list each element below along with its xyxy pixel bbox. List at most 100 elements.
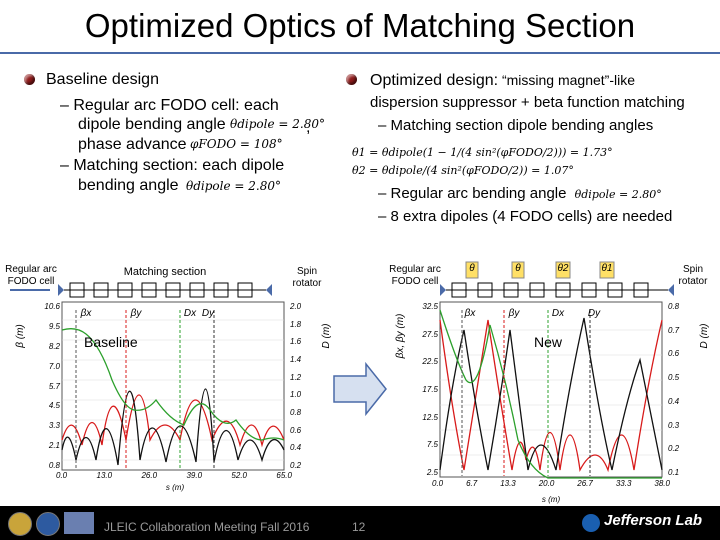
left-y2-ticks: 2.0 1.8 1.6 1.4 1.2 1.0 0.8 0.6 0.4 0.2 — [290, 302, 314, 470]
eq-theta2: θ2 = θdipole/(4 sin²(φFODO/2)) = 1.07° — [352, 164, 574, 177]
theta-label: θ — [469, 263, 475, 274]
tick-label: 7.5 — [426, 440, 438, 450]
tick-label: 0.6 — [290, 425, 302, 435]
right-mark-bx: βx — [464, 308, 476, 319]
right-label-arc: Regular arc FODO cell — [389, 264, 441, 287]
tick-label: 0.0 — [432, 479, 444, 488]
right-dispersion-curve — [439, 309, 662, 479]
tick-label: 52.0 — [231, 471, 247, 480]
tick-label: 12.5 — [422, 412, 438, 422]
tick-label: 10.6 — [44, 302, 60, 311]
tick-label: 26.7 — [577, 479, 593, 488]
big-arrow-icon — [333, 361, 387, 417]
eq-theta-dipole: θdipole = 2.80° — [230, 117, 325, 131]
tick-label: 3.3 — [48, 421, 60, 431]
tick-label: 0.0 — [56, 471, 68, 480]
left-y-axis-label: β (m) — [15, 324, 26, 348]
left-mark-bx: βx — [80, 308, 92, 319]
tick-label: 2.1 — [48, 441, 60, 451]
bullet-icon — [24, 74, 35, 85]
right-x-axis-label: s (m) — [541, 495, 561, 504]
right-sub3: – 8 extra dipoles (4 FODO cells) are nee… — [378, 208, 673, 225]
comma: , — [306, 119, 311, 136]
right-betay-curve — [439, 317, 663, 471]
right-sub2-text: – Regular arc bending angle — [378, 185, 567, 202]
right-y-ticks: 32.5 27.5 22.5 17.5 12.5 7.5 2.5 — [412, 302, 438, 477]
tick-label: 0.3 — [668, 420, 680, 430]
left-betax-curve — [61, 394, 285, 448]
tick-label: 27.5 — [422, 329, 438, 339]
tick-label: 1.6 — [290, 337, 302, 347]
title-rule — [0, 52, 720, 54]
tick-label: 17.5 — [422, 384, 438, 394]
tick-label: 1.8 — [290, 319, 302, 329]
tick-label: 0.2 — [668, 444, 680, 454]
tick-label: 0.8 — [290, 407, 302, 417]
tick-label: 0.8 — [668, 302, 680, 311]
eq-theta1: θ1 = θdipole(1 − 1/(4 sin²(φFODO/2))) = … — [352, 146, 613, 159]
tick-label: 0.4 — [290, 443, 302, 453]
eq-theta-dipole-3: θdipole = 2.80° — [574, 188, 662, 201]
tick-label: 13.3 — [500, 479, 516, 488]
tick-label: 0.2 — [290, 460, 302, 470]
tick-label: 13.0 — [96, 471, 113, 480]
right-betax-curve — [439, 319, 663, 473]
theta-label: θ2 — [557, 263, 569, 274]
left-x-axis-label: s (m) — [165, 483, 185, 492]
left-lattice — [10, 282, 272, 298]
logo-left-icon — [8, 512, 32, 536]
arrow-right-icon — [266, 284, 272, 296]
tick-label: 38.0 — [654, 479, 670, 488]
left-x-ticks: 0.0 13.0 26.0 39.0 52.0 65.0 — [56, 471, 292, 480]
tick-label: 0.6 — [668, 349, 680, 359]
theta-label: θ1 — [601, 263, 613, 274]
right-label-spin: Spin rotator — [678, 264, 708, 287]
left-betay-curve — [61, 388, 285, 466]
new-callout: New — [534, 334, 563, 350]
right-mark-dx: Dx — [551, 308, 565, 319]
left-label-matching: Matching section — [123, 266, 207, 278]
jefferson-lab-globe-icon — [582, 514, 600, 532]
tick-label: 1.2 — [290, 372, 302, 382]
right-x-ticks: 0.0 6.7 13.3 20.0 26.7 33.3 38.0 — [432, 479, 670, 488]
slide-title: Optimized Optics of Matching Section — [84, 7, 636, 44]
right-y2-axis-label: D (m) — [699, 323, 710, 349]
left-y-ticks: 10.6 9.5 8.2 7.0 5.7 4.5 3.3 2.1 0.8 — [36, 302, 60, 470]
tick-label: 1.4 — [290, 354, 302, 364]
left-mark-dx: Dx — [183, 308, 197, 319]
tick-label: 8.2 — [48, 341, 60, 351]
right-heading-b: “missing magnet”-like — [498, 72, 635, 88]
tick-label: 0.7 — [668, 325, 680, 335]
tick-label: 32.5 — [422, 302, 438, 311]
left-sub1-line2: dipole bending angle — [78, 116, 226, 133]
left-gridlines — [62, 319, 284, 461]
right-sub2: – Regular arc bending angle θdipole = 2.… — [378, 184, 662, 205]
arrow-left-icon — [58, 284, 64, 296]
tick-label: 39.0 — [186, 471, 203, 480]
tick-label: 2.0 — [290, 302, 302, 311]
footer-lab-logo: Jefferson Lab — [604, 512, 703, 529]
left-plot-frame — [61, 301, 285, 471]
footer-meeting: JLEIC Collaboration Meeting Fall 2016 — [104, 520, 310, 534]
left-y2-axis-label: D (m) — [321, 323, 332, 349]
tick-label: 22.5 — [422, 357, 438, 367]
tick-label: 7.0 — [48, 361, 60, 371]
left-sub2-line1: – Matching section: each dipole — [60, 157, 285, 174]
tick-label: 9.5 — [48, 321, 60, 331]
tick-label: 1.0 — [290, 390, 302, 400]
footer-page-number: 12 — [352, 520, 366, 534]
right-sub1: – Matching section dipole bending angles — [378, 117, 654, 134]
tick-label: 0.5 — [668, 373, 680, 383]
right-mark-by: βy — [508, 308, 520, 319]
right-heading: Optimized design: “missing magnet”-like — [370, 70, 635, 91]
right-y2-ticks: 0.8 0.7 0.6 0.5 0.4 0.3 0.2 0.1 — [668, 302, 692, 477]
left-mark-by: βy — [130, 308, 142, 319]
left-label-arc: Regular arc FODO cell — [5, 264, 57, 287]
tick-label: 26.0 — [141, 471, 158, 480]
right-mark-dy: Dy — [587, 308, 601, 319]
tick-label: 0.1 — [668, 467, 680, 477]
left-sub1-line1: – Regular arc FODO cell: each — [60, 97, 279, 114]
jsa-logo-icon — [64, 512, 94, 534]
left-sub2-line2: bending angle — [78, 177, 179, 194]
